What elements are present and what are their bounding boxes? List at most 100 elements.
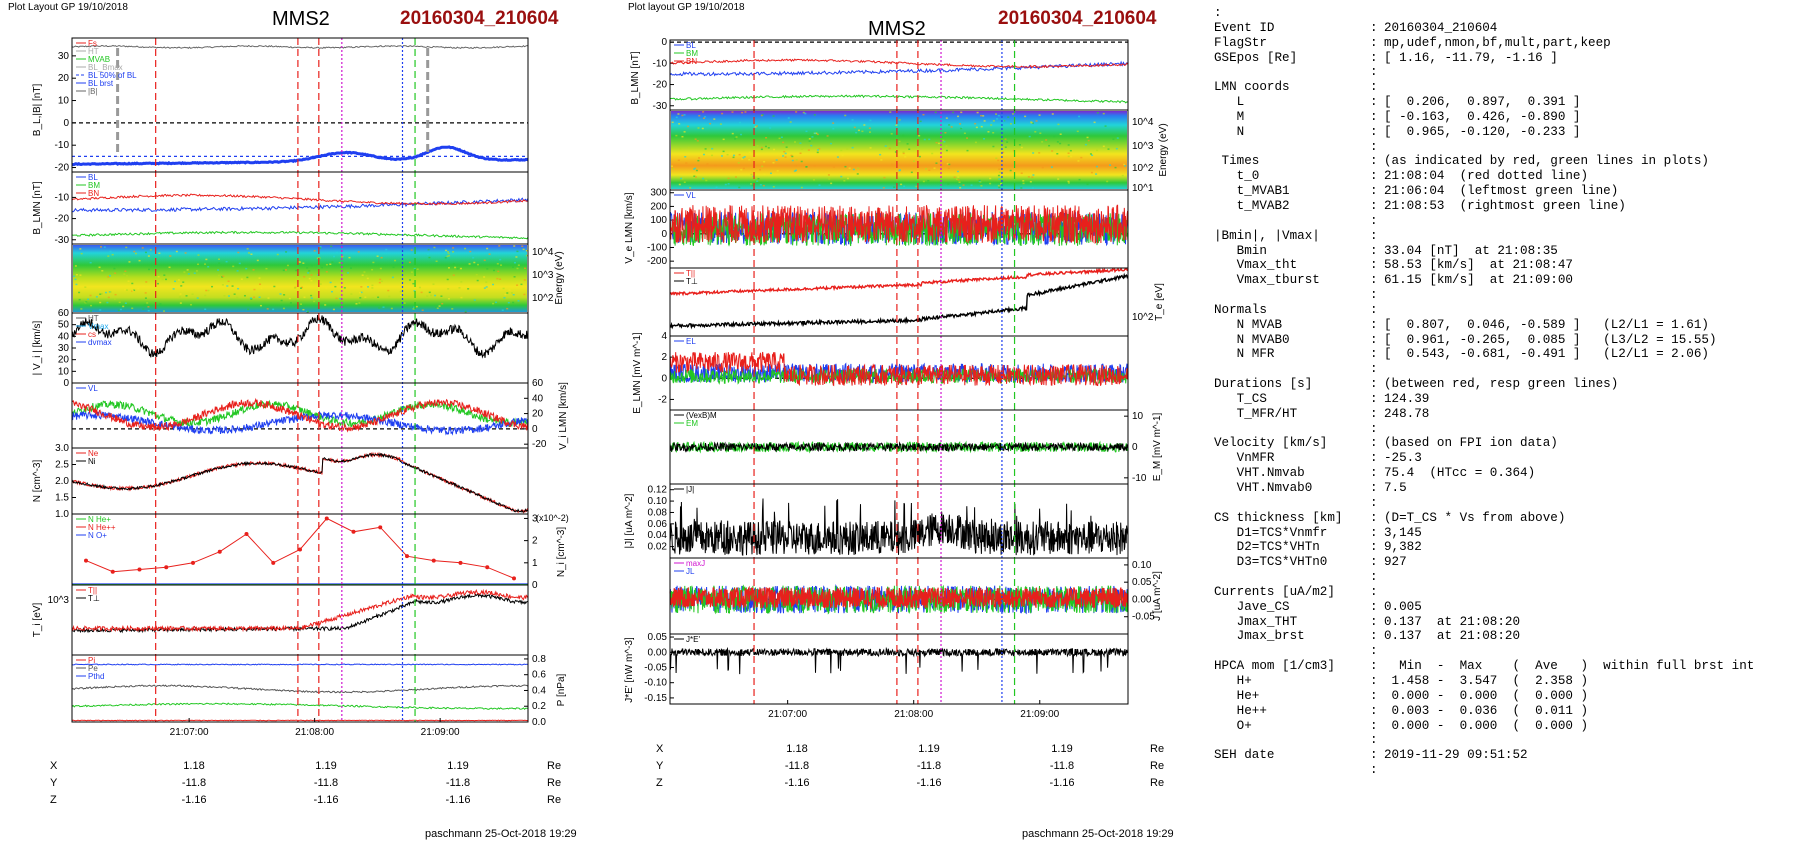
spectrogram-pixel [706, 163, 709, 165]
spectrogram-pixel [789, 121, 792, 123]
spectrogram-pixel [783, 150, 786, 153]
tick-label: 1 [532, 558, 538, 569]
spectrogram-pixel [1011, 113, 1014, 115]
he++-point [137, 567, 142, 572]
spectrogram-pixel [483, 276, 486, 278]
panel-frame [71, 654, 529, 723]
he++-point [378, 525, 383, 530]
tick-label: -20 [55, 163, 70, 174]
spectrogram-pixel [378, 307, 381, 309]
spectrogram-pixel [355, 303, 358, 305]
spectrogram-pixel [289, 302, 292, 304]
spectrogram-pixel [460, 281, 463, 283]
series-line [71, 452, 529, 513]
spectrogram-pixel [430, 294, 433, 297]
info-value: 0.000 - 0.000 ( 0.000 ) [1384, 718, 1589, 733]
spectrogram-pixel [336, 251, 339, 254]
spectrogram-pixel [767, 147, 770, 149]
position-label: Z [50, 794, 57, 806]
info-value: 21:08:53 (rightmost green line) [1384, 198, 1626, 213]
spectrogram-pixel [742, 157, 745, 159]
spectrogram-pixel [168, 266, 171, 269]
spectrogram-pixel [104, 291, 107, 294]
spectrogram-pixel [265, 267, 268, 270]
position-unit: Re [547, 777, 562, 789]
info-line: LMN coords: [1214, 80, 1754, 95]
info-key: Jave_CS [1214, 599, 1290, 614]
spectrogram-pixel [963, 132, 966, 135]
spectrogram-pixel [1076, 130, 1079, 133]
spectrogram-pixel [124, 270, 127, 272]
spectrogram-pixel [982, 115, 985, 117]
info-colon: : [1370, 436, 1378, 451]
x-tick-label: 21:09:00 [421, 727, 460, 738]
left-footer: paschmann 25-Oct-2018 19:29 [425, 828, 577, 840]
legend-label: |B| [88, 87, 98, 96]
spectrogram-pixel [359, 292, 362, 294]
spectrogram-pixel [80, 308, 83, 310]
spectrogram-pixel [513, 261, 516, 264]
spectrogram-pixel [750, 173, 753, 176]
spectrogram-pixel [525, 254, 528, 257]
spectrogram-pixel [499, 258, 502, 261]
spectrogram-pixel [1045, 139, 1048, 141]
he++-point [324, 516, 329, 521]
spectrogram-pixel [808, 138, 811, 140]
left-figure-layout-label: Plot Layout GP 19/10/2018 [8, 2, 128, 13]
info-key: Event ID [1214, 20, 1275, 35]
info-line: t_MVAB1:21:06:04 (leftmost green line) [1214, 184, 1754, 199]
tick-label: 0.12 [648, 485, 668, 496]
spectrogram-pixel [732, 156, 735, 159]
spectrogram-pixel [485, 281, 488, 283]
tick-label: (x10^-2) [536, 513, 569, 523]
info-key: He++ [1214, 703, 1267, 718]
spectrogram-pixel [793, 170, 796, 172]
spectrogram-pixel [277, 276, 280, 279]
legend-label: (VexB)M [686, 411, 717, 420]
series-line [669, 441, 1129, 453]
spectrogram-pixel [1059, 142, 1062, 145]
spectrogram-pixel [799, 152, 802, 155]
spectrogram-pixel [394, 259, 397, 262]
legend-label: Ni [88, 457, 96, 466]
spectrogram-pixel [231, 285, 234, 287]
info-line: D1=TCS*Vnmfr:3,145 [1214, 526, 1754, 541]
info-value: Min - Max ( Ave ) within full brst int [1384, 659, 1755, 674]
spectrogram-pixel [772, 161, 775, 164]
spectrogram-pixel [447, 267, 450, 269]
spectrogram-pixel [284, 269, 287, 271]
spectrogram-pixel [1030, 121, 1033, 123]
spectrogram-pixel [1031, 176, 1034, 178]
info-line: GSEpos [Re]: [ 1.16, -11.79, -1.16 ] [1214, 51, 1754, 66]
info-line: Jmax_brst:0.137 at 21:08:20 [1214, 629, 1754, 644]
series-line [71, 663, 529, 666]
tick-label: 0.04 [648, 530, 668, 541]
tick-label: 10^2 [1132, 163, 1154, 174]
spectrogram-pixel [861, 130, 864, 133]
spectrogram-pixel [325, 263, 328, 266]
info-colon: : [1370, 673, 1378, 688]
spectrogram-pixel [330, 290, 333, 293]
spectrogram-pixel [695, 169, 698, 172]
info-value: 20160304_210604 [1384, 20, 1498, 35]
spectrogram-pixel [340, 256, 343, 258]
spectrogram-pixel [693, 175, 696, 177]
spectrogram-pixel [387, 289, 390, 292]
series-line [71, 314, 529, 359]
info-key: HPCA mom [1/cm3] [1214, 659, 1335, 674]
series-line [71, 193, 529, 206]
info-key: N MVAB [1214, 317, 1283, 332]
spectrogram-pixel [702, 153, 705, 156]
he++-point [191, 560, 195, 565]
spectrogram-pixel [382, 306, 385, 308]
spectrogram-pixel [259, 304, 262, 307]
spectrogram-pixel [734, 138, 737, 140]
spectrogram-pixel [675, 134, 678, 137]
info-key: FlagStr [1214, 35, 1267, 50]
legend-label: BM [88, 181, 100, 190]
he++-point [431, 558, 436, 563]
spectrogram-pixel [232, 265, 235, 268]
spectrogram-pixel [186, 269, 189, 271]
spectrogram-pixel [709, 122, 712, 125]
spectrogram-pixel [832, 122, 835, 124]
